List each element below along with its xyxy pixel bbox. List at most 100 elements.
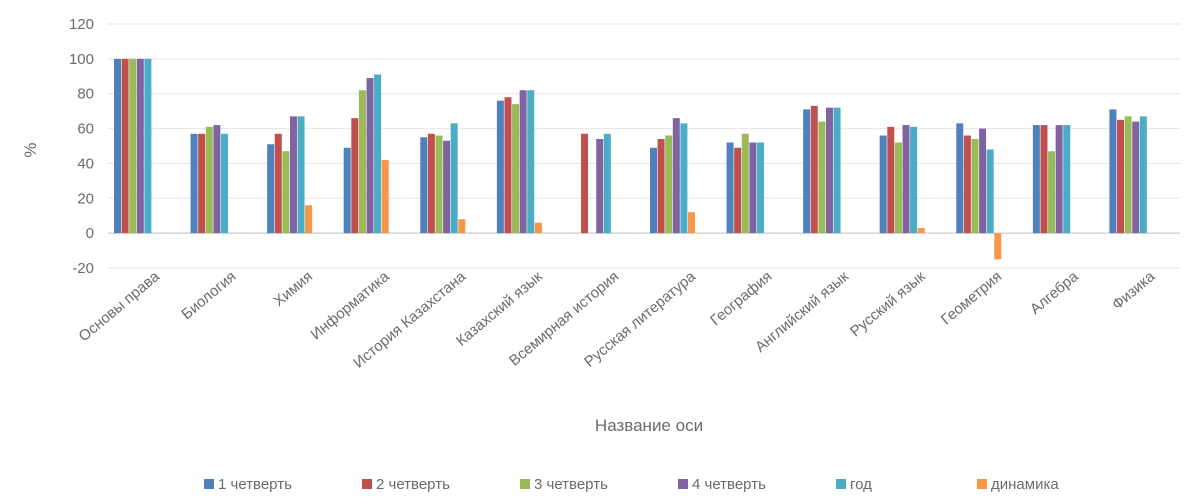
- bar: [381, 159, 389, 234]
- legend-swatch: [678, 479, 688, 489]
- y-tick-label: 20: [77, 190, 94, 207]
- x-tick-label: Алгебра: [1027, 268, 1082, 318]
- y-tick-label: 0: [86, 225, 94, 242]
- bar: [504, 97, 512, 234]
- bar: [879, 135, 887, 234]
- bar: [665, 135, 673, 234]
- bar: [581, 133, 589, 234]
- bar: [205, 126, 213, 234]
- legend-swatch: [836, 479, 846, 489]
- bar: [213, 125, 221, 234]
- x-tick-label: Физика: [1109, 268, 1159, 314]
- y-tick-label: 80: [77, 86, 94, 103]
- bar: [963, 135, 971, 234]
- legend-swatch: [204, 479, 214, 489]
- bar: [343, 147, 351, 234]
- bar: [825, 107, 833, 234]
- bar: [121, 58, 129, 234]
- bar: [427, 133, 435, 234]
- y-tick-label: 40: [77, 155, 94, 172]
- y-tick-label: 100: [69, 51, 94, 68]
- bar: [527, 90, 535, 234]
- bar: [756, 142, 764, 234]
- legend-label: 2 четверть: [376, 476, 450, 493]
- bar: [1117, 119, 1125, 234]
- bar: [450, 123, 458, 234]
- bar: [749, 142, 757, 234]
- bar: [1109, 109, 1117, 234]
- bar: [129, 58, 137, 234]
- bar: [956, 123, 964, 234]
- bar: [435, 135, 443, 234]
- bar: [1124, 116, 1132, 234]
- bar: [351, 118, 359, 234]
- bar: [374, 74, 382, 234]
- bar: [979, 128, 987, 234]
- bar: [136, 58, 144, 234]
- bar: [902, 125, 910, 234]
- bar: [657, 139, 665, 234]
- y-tick-label: -20: [72, 260, 94, 277]
- bar: [282, 151, 290, 234]
- bar: [1063, 125, 1071, 234]
- bar: [1132, 121, 1140, 234]
- x-tick-label: Геометрия: [938, 268, 1005, 328]
- bar: [1055, 125, 1063, 234]
- legend-swatch: [362, 479, 372, 489]
- bar: [680, 123, 688, 234]
- bar: [519, 90, 527, 234]
- x-tick-label: Русский язык: [847, 268, 929, 341]
- x-tick-label: Информатика: [307, 268, 393, 344]
- bar: [274, 133, 282, 234]
- bar: [833, 107, 841, 234]
- bar: [198, 133, 206, 234]
- legend-label: динамика: [991, 476, 1059, 493]
- y-tick-label: 60: [77, 121, 94, 138]
- bar: [366, 78, 374, 234]
- bar: [144, 58, 152, 234]
- bar: [358, 90, 366, 234]
- bar: [726, 142, 734, 234]
- legend: 1 четверть 2 четверть 3 четверть 4 четверть…: [204, 476, 1059, 493]
- bar: [596, 139, 604, 234]
- bar: [220, 133, 228, 234]
- bar: [1139, 116, 1147, 234]
- bar: [917, 227, 925, 234]
- bar: [672, 118, 680, 234]
- bar: [458, 219, 466, 234]
- bar: [443, 140, 451, 234]
- bar: [910, 126, 918, 234]
- y-tick-label: 120: [69, 16, 94, 33]
- bar: [114, 58, 121, 234]
- legend-label: 1 четверть: [218, 476, 292, 493]
- bar: [305, 205, 313, 234]
- legend-swatch: [520, 479, 530, 489]
- bar: [512, 104, 520, 234]
- bar: [741, 133, 749, 234]
- y-axis-ticks: -20 0 20 40 60 80 100 120: [69, 16, 94, 277]
- y-axis-title: %: [21, 142, 40, 157]
- bar: [1032, 125, 1040, 234]
- bar: [650, 147, 657, 234]
- bar: [289, 116, 297, 234]
- bar: [894, 142, 902, 234]
- x-axis-title: Название оси: [595, 416, 703, 435]
- legend-label: 4 четверть: [692, 476, 766, 493]
- bar: [1048, 151, 1056, 234]
- bar: [1040, 125, 1048, 234]
- x-tick-label: Биология: [178, 268, 239, 323]
- bar: [688, 212, 695, 234]
- bar: [297, 116, 305, 234]
- x-tick-label: Химия: [270, 268, 316, 310]
- bar: [734, 147, 742, 234]
- bar: [994, 233, 1002, 260]
- x-tick-label: География: [707, 268, 775, 329]
- bar: [986, 149, 994, 234]
- bar: [810, 105, 818, 234]
- bar: [971, 139, 979, 234]
- bar: [420, 137, 428, 234]
- legend-label: год: [850, 476, 872, 493]
- bar: [803, 109, 811, 234]
- bars: [114, 58, 1147, 260]
